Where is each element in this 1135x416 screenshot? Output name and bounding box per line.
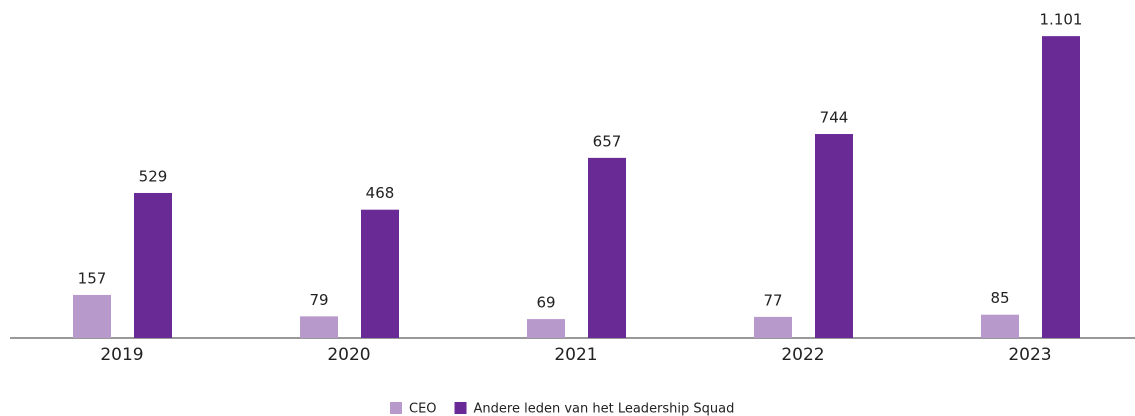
value-label: 85 — [990, 289, 1009, 307]
bar — [361, 209, 399, 338]
x-tick-label: 2023 — [1008, 345, 1051, 365]
value-label: 79 — [309, 291, 328, 309]
bar — [300, 316, 338, 338]
x-tick-label: 2019 — [100, 345, 143, 365]
bar — [527, 319, 565, 338]
bar — [754, 316, 792, 338]
legend-label: Andere leden van het Leadership Squad — [474, 402, 735, 416]
value-label: 468 — [366, 184, 395, 202]
legend-swatch — [454, 402, 467, 414]
x-tick-label: 2021 — [554, 345, 597, 365]
value-label: 657 — [593, 132, 622, 150]
bar — [588, 157, 626, 338]
value-label: 529 — [139, 167, 168, 185]
value-label: 77 — [763, 291, 782, 309]
bar — [1042, 36, 1080, 339]
bar — [73, 294, 111, 338]
bar — [134, 192, 172, 338]
legend-label: CEO — [409, 402, 437, 416]
bar — [981, 314, 1019, 338]
x-tick-label: 2020 — [327, 345, 370, 365]
x-tick-label: 2022 — [781, 345, 824, 365]
legend-swatch — [390, 402, 402, 414]
value-label: 157 — [78, 269, 107, 287]
value-label: 69 — [536, 294, 555, 312]
value-label: 1.101 — [1040, 11, 1083, 29]
value-label: 744 — [820, 109, 849, 127]
bar — [815, 134, 853, 338]
